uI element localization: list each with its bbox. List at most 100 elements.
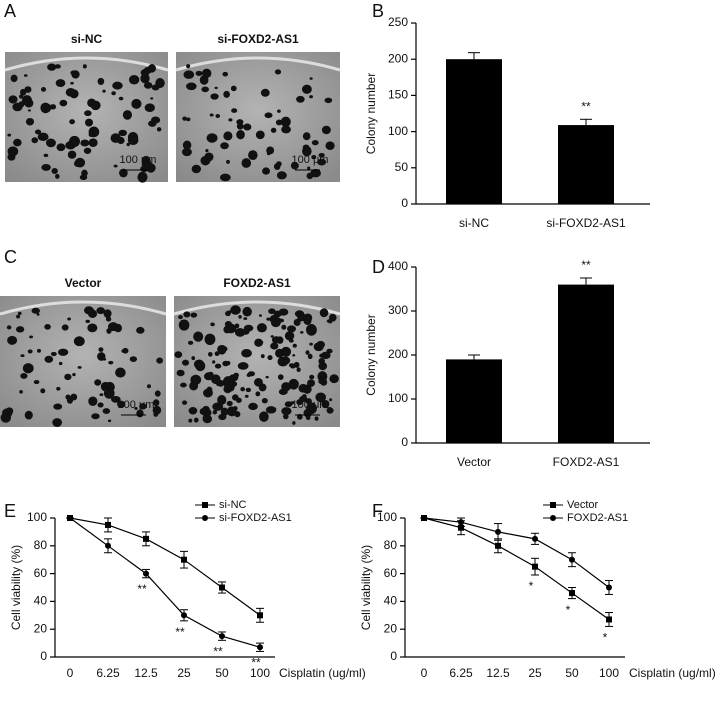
colony bbox=[307, 379, 315, 387]
y-tick-label: 80 bbox=[34, 538, 48, 552]
colony bbox=[16, 314, 21, 319]
colony bbox=[129, 356, 138, 362]
colony bbox=[207, 351, 213, 357]
colony bbox=[274, 69, 282, 75]
colony bbox=[119, 168, 128, 178]
colony bbox=[103, 309, 112, 318]
x-tick-label: 50 bbox=[215, 666, 229, 680]
colony bbox=[156, 127, 162, 132]
colony bbox=[306, 324, 317, 336]
marker bbox=[219, 633, 225, 640]
colony bbox=[202, 415, 208, 421]
y-tick-label: 100 bbox=[27, 510, 47, 524]
colony bbox=[211, 374, 221, 385]
colony bbox=[134, 406, 138, 410]
colony bbox=[59, 99, 68, 107]
colony bbox=[209, 113, 214, 117]
marker bbox=[458, 519, 464, 526]
marker bbox=[532, 563, 538, 570]
image-label: FOXD2-AS1 bbox=[223, 276, 291, 290]
colony bbox=[69, 119, 75, 125]
colony bbox=[10, 74, 18, 83]
colony bbox=[178, 319, 190, 331]
x-tick-label: 100 bbox=[250, 666, 270, 680]
colony bbox=[20, 354, 25, 358]
colony bbox=[5, 407, 14, 415]
colony bbox=[241, 328, 250, 335]
colony bbox=[227, 310, 232, 314]
y-tick-label: 0 bbox=[401, 196, 408, 210]
legend-label: Vector bbox=[567, 499, 599, 511]
colony bbox=[90, 308, 95, 312]
colony bbox=[287, 325, 297, 333]
colony bbox=[15, 326, 25, 333]
colony bbox=[320, 351, 331, 360]
colony bbox=[117, 136, 125, 145]
colony bbox=[217, 394, 227, 405]
colony bbox=[156, 357, 163, 364]
x-tick-label: si-NC bbox=[459, 216, 489, 230]
colony bbox=[110, 395, 121, 403]
colony bbox=[24, 86, 32, 93]
y-tick-label: 200 bbox=[388, 51, 408, 65]
colony bbox=[186, 64, 191, 69]
panel-letter: D bbox=[372, 257, 385, 277]
panel-letter: C bbox=[4, 247, 17, 267]
x-axis-label: Cisplatin (ug/ml) bbox=[629, 666, 716, 680]
colony bbox=[45, 138, 56, 148]
colony bbox=[306, 172, 314, 180]
colony bbox=[318, 153, 325, 158]
colony bbox=[284, 331, 295, 341]
colony bbox=[277, 374, 284, 381]
colony bbox=[88, 126, 100, 138]
colony bbox=[270, 127, 277, 133]
y-tick-label: 20 bbox=[34, 621, 48, 635]
colony bbox=[118, 96, 124, 101]
colony bbox=[111, 91, 116, 96]
colony bbox=[22, 363, 34, 374]
colony bbox=[140, 73, 150, 84]
colony bbox=[50, 351, 57, 357]
colony bbox=[230, 85, 237, 92]
colony bbox=[174, 351, 183, 358]
colony bbox=[180, 382, 187, 388]
marker bbox=[569, 556, 575, 563]
y-tick-label: 40 bbox=[34, 594, 48, 608]
colony bbox=[311, 140, 319, 146]
colony bbox=[292, 421, 296, 425]
colony bbox=[280, 346, 292, 357]
marker bbox=[257, 612, 263, 619]
marker bbox=[606, 584, 612, 591]
colony bbox=[228, 118, 233, 122]
colony bbox=[237, 362, 249, 370]
colony bbox=[235, 397, 242, 403]
colony bbox=[41, 133, 47, 138]
colony bbox=[301, 84, 312, 94]
x-tick-label: 25 bbox=[528, 666, 542, 680]
colony bbox=[143, 82, 153, 89]
colony bbox=[193, 331, 204, 342]
colony bbox=[201, 68, 212, 78]
plate-rim bbox=[175, 56, 341, 72]
colony bbox=[13, 138, 22, 147]
x-tick-label: si-FOXD2-AS1 bbox=[546, 216, 626, 230]
colony bbox=[236, 130, 245, 140]
colony bbox=[146, 384, 151, 389]
colony bbox=[306, 402, 317, 415]
colony bbox=[319, 308, 329, 318]
colony bbox=[309, 342, 313, 346]
colony bbox=[58, 361, 63, 366]
colony bbox=[226, 400, 233, 407]
y-tick-label: 300 bbox=[388, 303, 408, 317]
colony bbox=[40, 388, 46, 394]
colony bbox=[56, 386, 61, 391]
colony bbox=[242, 306, 252, 317]
colony bbox=[56, 143, 66, 152]
x-tick-label: 6.25 bbox=[449, 666, 473, 680]
colony bbox=[103, 387, 115, 399]
colony bbox=[67, 150, 77, 159]
colony bbox=[143, 66, 153, 74]
colony bbox=[210, 322, 215, 327]
marker bbox=[458, 524, 464, 531]
